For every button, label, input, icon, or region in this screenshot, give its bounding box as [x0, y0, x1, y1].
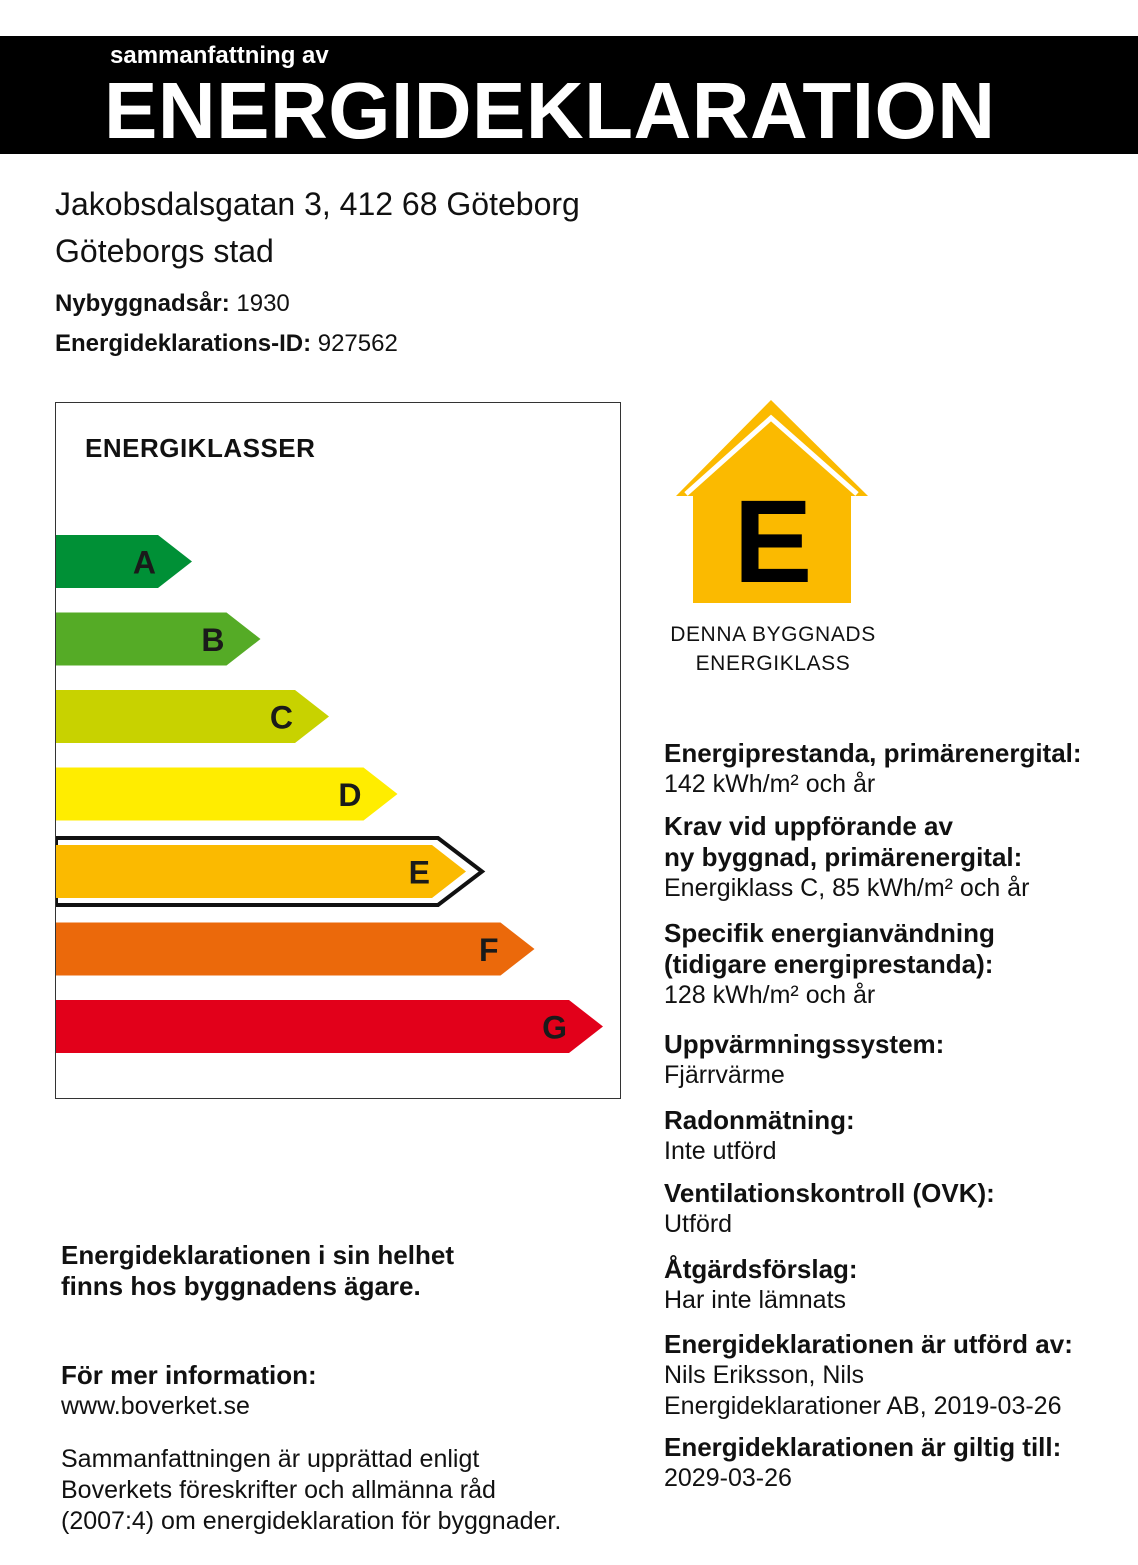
- badge-letter: E: [734, 476, 813, 608]
- radon-section: Radonmätning: Inte utförd: [664, 1105, 1124, 1167]
- address-municipality: Göteborgs stad: [55, 233, 274, 269]
- energy-class-scale: A B C D E F G: [56, 535, 603, 1053]
- energy-class-letter-c: C: [270, 700, 293, 736]
- requirement-value: Energiklass C, 85 kWh/m² och år: [664, 874, 1030, 902]
- construction-year: Nybyggnadsår: 1930: [55, 289, 290, 319]
- badge-caption-line2: ENERGIKLASS: [695, 652, 851, 675]
- construction-year-value: 1930: [236, 290, 290, 317]
- energy-class-bar-e: E: [56, 836, 486, 907]
- energy-class-bar-f: F: [56, 922, 535, 976]
- energy-class-bar-c: C: [56, 690, 329, 743]
- ventilation-value: Utförd: [664, 1210, 733, 1238]
- specific-energy-label-1: Specifik energianvändning: [664, 918, 995, 948]
- header-bar: sammanfattning av ENERGIDEKLARATION: [0, 36, 1138, 155]
- energy-class-letter-g: G: [542, 1010, 567, 1046]
- primary-energy-label: Energiprestanda, primärenergital:: [664, 738, 1082, 768]
- specific-energy-label-2: (tidigare energiprestanda):: [664, 949, 994, 979]
- heating-value: Fjärrvärme: [664, 1061, 785, 1089]
- energy-class-panel: ENERGIKLASSER A B C D E F G: [55, 402, 621, 1099]
- valid-until-section: Energideklarationen är giltig till: 2029…: [664, 1432, 1124, 1494]
- more-info: För mer information: www.boverket.se: [61, 1360, 641, 1422]
- measures-label: Åtgärdsförslag:: [664, 1254, 858, 1284]
- performed-by-section: Energideklarationen är utförd av: Nils E…: [664, 1329, 1124, 1422]
- energy-class-letter-b: B: [201, 622, 224, 658]
- construction-year-label: Nybyggnadsår:: [55, 290, 230, 317]
- energy-class-bar-b: B: [56, 612, 261, 666]
- declaration-id: Energideklarations-ID: 927562: [55, 329, 398, 359]
- header-subtitle: sammanfattning av: [110, 42, 329, 69]
- specific-energy-section: Specifik energianvändning (tidigare ener…: [664, 918, 1124, 1011]
- regulation-note-line1: Sammanfattningen är upprättad enligt: [61, 1445, 480, 1473]
- performed-by-value-2: Energideklarationer AB, 2019-03-26: [664, 1392, 1062, 1420]
- ventilation-label: Ventilationskontroll (OVK):: [664, 1178, 995, 1208]
- energy-class-bar-a: A: [56, 535, 192, 588]
- requirement-label-2: ny byggnad, primärenergital:: [664, 842, 1023, 872]
- performed-by-label: Energideklarationen är utförd av:: [664, 1329, 1073, 1359]
- primary-energy-section: Energiprestanda, primärenergital: 142 kW…: [664, 738, 1124, 800]
- performed-by-value-1: Nils Eriksson, Nils: [664, 1361, 865, 1389]
- specific-energy-value: 128 kWh/m² och år: [664, 981, 876, 1009]
- radon-label: Radonmätning:: [664, 1105, 855, 1135]
- more-info-label: För mer information:: [61, 1360, 317, 1390]
- radon-value: Inte utförd: [664, 1137, 777, 1165]
- measures-section: Åtgärdsförslag: Har inte lämnats: [664, 1254, 1124, 1316]
- valid-until-label: Energideklarationen är giltig till:: [664, 1432, 1062, 1462]
- owner-note-line1: Energideklarationen i sin helhet: [61, 1240, 454, 1270]
- energy-class-letter-d: D: [338, 777, 361, 813]
- requirement-label-1: Krav vid uppförande av: [664, 811, 953, 841]
- requirement-section: Krav vid uppförande av ny byggnad, primä…: [664, 811, 1124, 904]
- address-street: Jakobsdalsgatan 3, 412 68 Göteborg: [55, 186, 580, 222]
- valid-until-value: 2029-03-26: [664, 1464, 792, 1492]
- owner-note: Energideklarationen i sin helhet finns h…: [61, 1240, 641, 1302]
- badge-caption-line1: DENNA BYGGNADS: [670, 623, 876, 646]
- energy-class-letter-a: A: [133, 545, 156, 581]
- ventilation-section: Ventilationskontroll (OVK): Utförd: [664, 1178, 1124, 1240]
- energy-class-bar-d: D: [56, 767, 398, 821]
- boverket-link[interactable]: www.boverket.se: [61, 1392, 250, 1420]
- badge-caption: DENNA BYGGNADS ENERGIKLASS: [660, 620, 886, 678]
- declaration-id-label: Energideklarations-ID:: [55, 330, 312, 357]
- measures-value: Har inte lämnats: [664, 1286, 847, 1314]
- energy-class-letter-e: E: [409, 855, 430, 891]
- energy-class-badge: E DENNA BYGGNADS ENERGIKLASS: [660, 398, 886, 688]
- declaration-id-value: 927562: [317, 330, 398, 357]
- regulation-note-line3: (2007:4) om energideklaration för byggna…: [61, 1507, 562, 1535]
- header-title: ENERGIDEKLARATION: [104, 66, 996, 155]
- regulation-note: Sammanfattningen är upprättad enligt Bov…: [61, 1444, 641, 1537]
- regulation-note-line2: Boverkets föreskrifter och allmänna råd: [61, 1476, 496, 1504]
- energy-class-letter-f: F: [479, 932, 499, 968]
- energy-class-bar-g: G: [56, 1000, 603, 1053]
- heating-section: Uppvärmningssystem: Fjärrvärme: [664, 1029, 1124, 1091]
- heating-label: Uppvärmningssystem:: [664, 1029, 945, 1059]
- primary-energy-value: 142 kWh/m² och år: [664, 770, 876, 798]
- house-icon: E: [676, 400, 868, 608]
- owner-note-line2: finns hos byggnadens ägare.: [61, 1271, 421, 1301]
- energy-class-title: ENERGIKLASSER: [85, 433, 316, 463]
